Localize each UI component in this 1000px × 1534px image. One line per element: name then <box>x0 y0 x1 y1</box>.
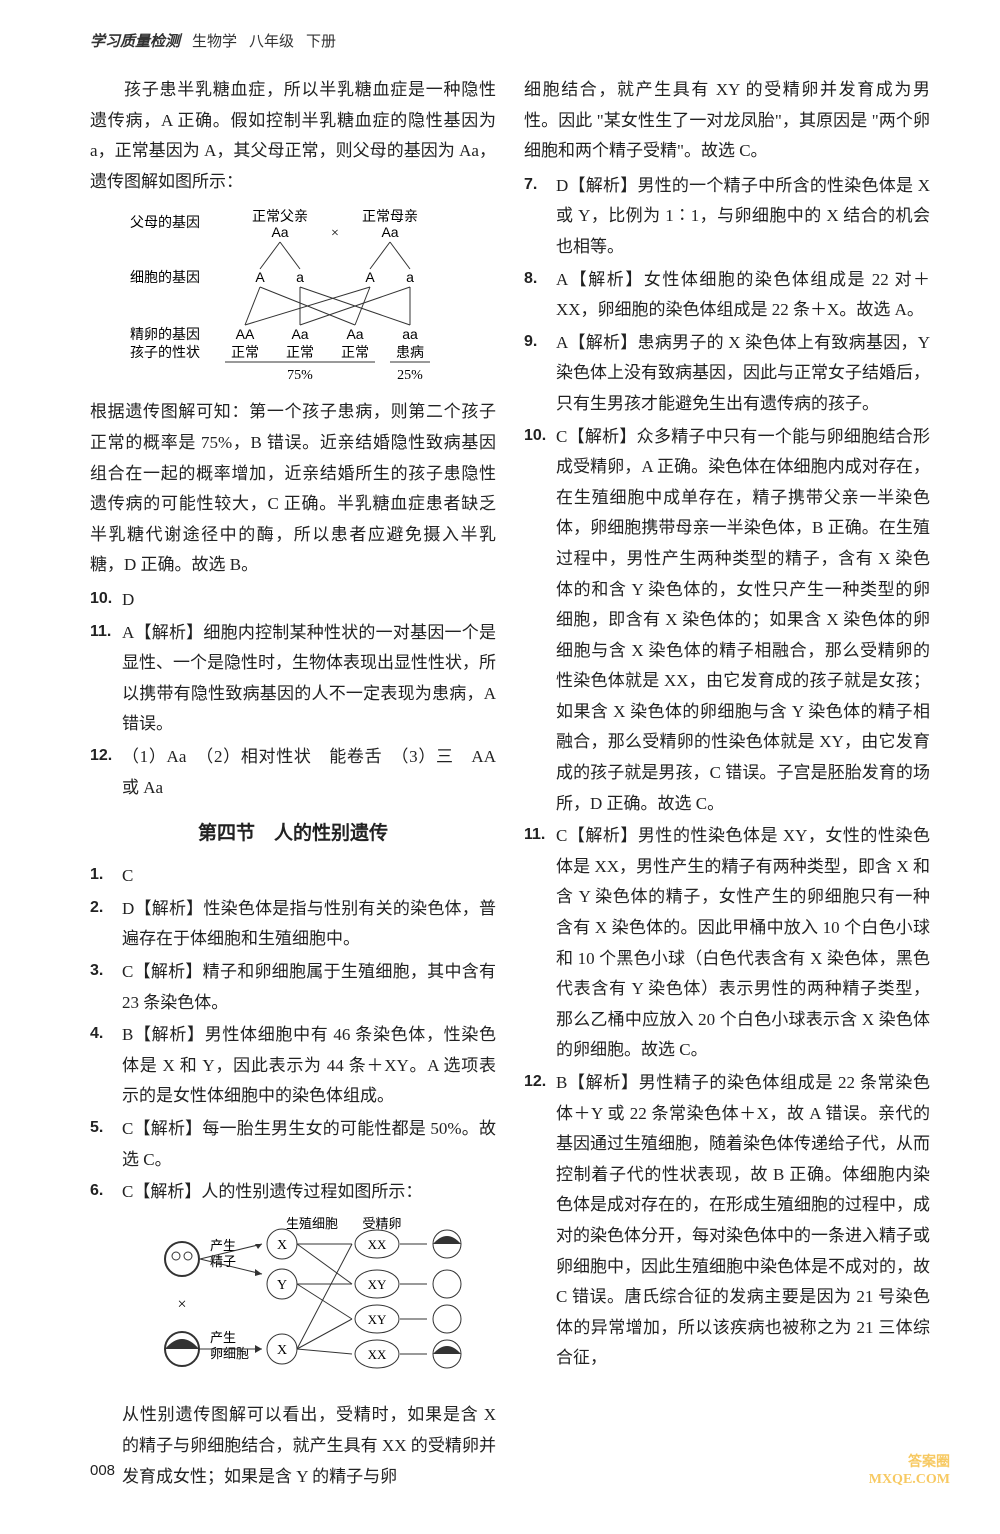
s-item-6: 6. C【解析】人的性别遗传过程如图所示： 生殖细胞 受精卵 产生精子 × <box>90 1177 496 1492</box>
s-item-2: 2.D【解析】性染色体是指与性别有关的染色体，普遍存在于体细胞和生殖细胞中。 <box>90 894 496 955</box>
svg-text:受精卵: 受精卵 <box>362 1216 401 1231</box>
svg-text:75%: 75% <box>287 368 313 383</box>
intro-text: 孩子患半乳糖血症，所以半乳糖血症是一种隐性遗传病，A 正确。假如控制半乳糖血症的… <box>90 75 496 197</box>
svg-text:受精卵的基因: 受精卵的基因 <box>130 326 200 343</box>
subject-label: 生物学 <box>192 30 237 51</box>
svg-text:XX: XX <box>368 1347 387 1362</box>
grade-label: 八年级 <box>249 30 294 51</box>
brand-label: 学习质量检测 <box>90 30 180 51</box>
r-item-10: 10.C【解析】众多精子中只有一个能与卵细胞结合形成受精卵，A 正确。染色体在体… <box>524 422 930 820</box>
svg-text:XY: XY <box>368 1277 387 1292</box>
s-item-3: 3.C【解析】精子和卵细胞属于生殖细胞，其中含有 23 条染色体。 <box>90 957 496 1018</box>
svg-text:正常: 正常 <box>231 345 259 361</box>
svg-text:正常母亲: 正常母亲 <box>362 209 418 225</box>
item-10: 10. D <box>90 585 496 616</box>
punnett-svg: 父母的基因 正常父亲 正常母亲 Aa × Aa 生殖细胞的基因 A a A a <box>130 207 450 387</box>
svg-text:Aa: Aa <box>381 224 398 240</box>
svg-text:产生: 产生 <box>210 1330 236 1345</box>
item-num: 10. <box>90 585 116 616</box>
svg-text:25%: 25% <box>397 368 423 383</box>
svg-text:生殖细胞的基因: 生殖细胞的基因 <box>130 269 200 286</box>
s-item-1: 1. C <box>90 861 496 892</box>
right-column: 细胞结合，就产生具有 XY 的受精卵并发育成为男性。因此 "某女性生了一对龙凤胎… <box>524 75 930 1494</box>
svg-text:Aa: Aa <box>271 224 288 240</box>
r-item-12: 12.B【解析】男性精子的染色体组成是 22 条常染色体＋Y 或 22 条常染色… <box>524 1068 930 1374</box>
item-body: A【解析】细胞内控制某种性状的一对基因一个是显性、一个是隐性时，生物体表现出显性… <box>122 618 496 740</box>
svg-text:a: a <box>296 269 304 285</box>
after-punnett-text: 根据遗传图解可知：第一个孩子患病，则第二个孩子正常的概率是 75%，B 错误。近… <box>90 397 496 581</box>
r-item-7: 7.D【解析】男性的一个精子中所含的性染色体是 X 或 Y，比例为 1∶1，与卵… <box>524 171 930 263</box>
item-num: 11. <box>90 618 116 740</box>
svg-text:Aa: Aa <box>291 326 308 342</box>
svg-text:AA: AA <box>236 326 255 342</box>
left-column: 孩子患半乳糖血症，所以半乳糖血症是一种隐性遗传病，A 正确。假如控制半乳糖血症的… <box>90 75 496 1494</box>
svg-text:A: A <box>365 269 375 285</box>
svg-text:×: × <box>177 1296 186 1313</box>
svg-text:X: X <box>277 1343 287 1358</box>
svg-text:卵细胞: 卵细胞 <box>210 1346 249 1361</box>
svg-text:×: × <box>331 226 339 241</box>
watermark: 答案圈 MXQE.COM <box>869 1455 950 1489</box>
svg-text:正常: 正常 <box>341 345 369 361</box>
s-item-4: 4.B【解析】男性体细胞中有 46 条染色体，性染色体是 X 和 Y，因此表示为… <box>90 1020 496 1112</box>
cont-6: 细胞结合，就产生具有 XY 的受精卵并发育成为男性。因此 "某女性生了一对龙凤胎… <box>524 75 930 167</box>
svg-text:a: a <box>406 269 414 285</box>
item-body: （1）Aa （2）相对性状 能卷舌 （3）三 AA 或 Aa <box>122 742 496 803</box>
svg-text:父母的基因: 父母的基因 <box>130 214 200 231</box>
svg-text:正常父亲: 正常父亲 <box>252 209 308 225</box>
svg-text:孩子的性状: 孩子的性状 <box>130 345 200 361</box>
svg-text:XY: XY <box>368 1312 387 1327</box>
page-number: 008 <box>90 1462 115 1479</box>
svg-text:患病: 患病 <box>396 345 424 361</box>
volume-label: 下册 <box>306 30 336 51</box>
r-item-8: 8.A【解析】女性体细胞的染色体组成是 22 对＋XX，卵细胞的染色体组成是 2… <box>524 265 930 326</box>
item-body: D <box>122 585 496 616</box>
svg-text:Y: Y <box>277 1278 287 1293</box>
svg-text:生殖细胞: 生殖细胞 <box>286 1216 338 1231</box>
svg-text:正常: 正常 <box>286 345 314 361</box>
punnett-diagram: 父母的基因 正常父亲 正常母亲 Aa × Aa 生殖细胞的基因 A a A a <box>130 207 496 387</box>
svg-text:A: A <box>255 269 265 285</box>
s6-head: C【解析】人的性别遗传过程如图所示： <box>122 1182 422 1201</box>
svg-text:X: X <box>277 1238 287 1253</box>
item-num: 12. <box>90 742 116 803</box>
s-item-5: 5.C【解析】每一胎生男生女的可能性都是 50%。故选 C。 <box>90 1114 496 1175</box>
svg-text:aa: aa <box>402 326 418 342</box>
item-11: 11. A【解析】细胞内控制某种性状的一对基因一个是显性、一个是隐性时，生物体表… <box>90 618 496 740</box>
item-12: 12. （1）Aa （2）相对性状 能卷舌 （3）三 AA 或 Aa <box>90 742 496 803</box>
s6-tail: 从性别遗传图解可以看出，受精时，如果是含 X 的精子与卵细胞结合，就产生具有 X… <box>122 1405 496 1485</box>
r-item-9: 9.A【解析】患病男子的 X 染色体上有致病基因，Y 染色体上没有致病基因，因此… <box>524 328 930 420</box>
svg-text:XX: XX <box>368 1237 387 1252</box>
r-item-11: 11.C【解析】男性的性染色体是 XY，女性的性染色体是 XX，男性产生的精子有… <box>524 821 930 1066</box>
sex-diagram: 生殖细胞 受精卵 产生精子 × 产生卵细胞 <box>152 1214 496 1395</box>
section-title: 第四节 人的性别遗传 <box>90 817 496 851</box>
page-header: 学习质量检测 生物学 八年级 下册 <box>90 30 930 51</box>
svg-text:Aa: Aa <box>346 326 363 342</box>
